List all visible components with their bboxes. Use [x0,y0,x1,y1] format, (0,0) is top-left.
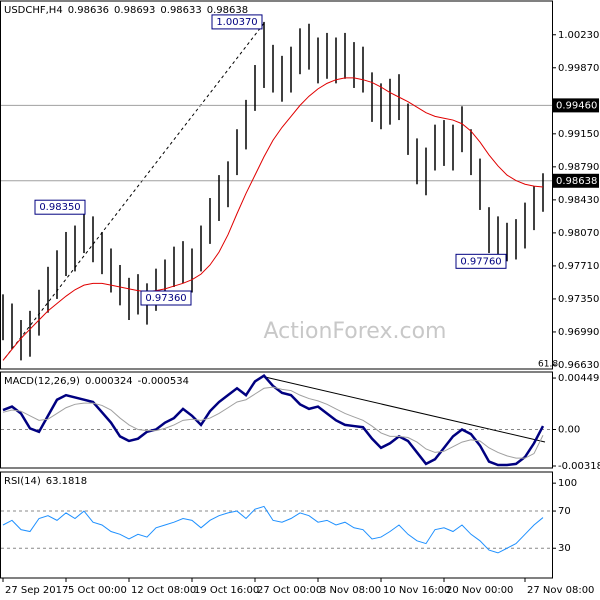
price-label-box [553,98,599,113]
x-tick-label: 27 Nov 08:00 [527,585,594,596]
panel-frame [0,371,553,469]
y-tick-label: 0.00 [558,425,580,436]
x-tick-label: 27 Sep 2017 [5,585,68,596]
watermark: ActionForex.com [264,319,447,344]
macd-trend-line [264,376,546,443]
series-line [2,386,544,459]
annotation-label: 0.97360 [145,293,186,304]
price-label-box [553,173,599,188]
y-tick-label: 0.004493 [558,373,600,384]
readout: 0.98693 [114,5,155,16]
x-tick-label: 20 Nov 00:00 [446,585,513,596]
x-tick-label: 10 Nov 16:00 [383,585,450,596]
price-label: 0.98638 [556,176,597,187]
x-tick-label: 12 Oct 08:00 [131,585,196,596]
trend-line [4,21,266,359]
fib-label: 61.8 [538,360,558,370]
panel-frame [0,0,553,370]
x-tick-label: 3 Nov 08:00 [320,585,381,596]
annotation-label: 0.97760 [460,256,501,267]
annotation-box [34,199,86,215]
readout: 63.1818 [46,476,87,487]
readout: 0.98633 [160,5,201,16]
y-tick-label: 70 [558,506,571,517]
annotation-box [455,253,507,269]
y-tick-label: 0.98790 [558,162,599,173]
y-tick-label: 0.98070 [558,228,599,239]
x-tick-label: 27 Oct 00:00 [257,585,322,596]
panel-frame [0,471,553,579]
y-tick-label: 100 [558,478,577,489]
price-label: 0.99460 [556,100,597,111]
y-tick-label: 0.97710 [558,261,599,272]
panel-title: RSI(14) [4,476,41,487]
y-tick-label: 0.99870 [558,63,599,74]
y-tick-label: 1.00230 [558,30,599,41]
annotation-label: 1.00370 [216,17,257,28]
y-tick-label: 0.98430 [558,195,599,206]
readout: 0.000324 [85,376,133,387]
series-line [2,374,545,467]
readout: 0.98636 [68,5,109,16]
x-tick-label: 19 Oct 16:00 [194,585,259,596]
annotation-box [211,14,263,30]
annotation-label: 0.98350 [39,202,80,213]
y-tick-label: 30 [558,543,571,554]
x-tick-label: 5 Oct 00:00 [68,585,127,596]
panel-title: USDCHF,H4 [4,5,63,16]
y-tick-label: 0.99150 [558,129,599,140]
moving-average [2,77,544,361]
y-tick-label: 0.96990 [558,327,599,338]
readout: -0.000534 [138,376,189,387]
panel-title: MACD(12,26,9) [4,376,80,387]
y-tick-label: 0.97350 [558,294,599,305]
y-tick-label: -0.003186 [558,461,600,472]
y-tick-label: 0.96630 [558,360,599,371]
readout: 0.98638 [207,5,248,16]
annotation-box [140,290,192,306]
series-line [2,505,544,554]
